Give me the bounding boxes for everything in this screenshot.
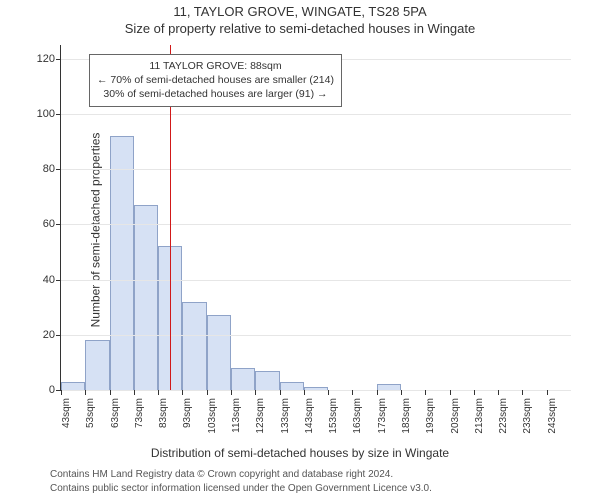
y-tick-label: 40 [43, 274, 55, 286]
histogram-bar [110, 136, 134, 390]
gridline [61, 169, 571, 170]
histogram-bar [85, 340, 109, 390]
footer-line-1: Contains HM Land Registry data © Crown c… [50, 469, 393, 480]
x-tick-mark [522, 390, 523, 395]
x-tick-label: 83sqm [158, 396, 169, 428]
annotation-box: 11 TAYLOR GROVE: 88sqm← 70% of semi-deta… [89, 54, 342, 107]
title-line-2: Size of property relative to semi-detach… [0, 21, 600, 36]
x-tick-mark [255, 390, 256, 395]
histogram-bar [231, 368, 255, 390]
x-tick-mark [207, 390, 208, 395]
plot-area: 02040608010012043sqm53sqm63sqm73sqm83sqm… [60, 45, 571, 391]
x-tick-mark [498, 390, 499, 395]
x-tick-label: 93sqm [182, 396, 193, 428]
x-tick-mark [352, 390, 353, 395]
y-tick-mark [56, 59, 61, 60]
x-tick-label: 163sqm [352, 396, 363, 434]
x-tick-label: 223sqm [498, 396, 509, 434]
gridline [61, 390, 571, 391]
x-tick-label: 73sqm [134, 396, 145, 428]
x-tick-label: 173sqm [377, 396, 388, 434]
x-tick-label: 233sqm [522, 396, 533, 434]
histogram-bar [134, 205, 158, 390]
x-tick-label: 103sqm [207, 396, 218, 434]
y-tick-label: 0 [49, 384, 55, 396]
x-tick-mark [182, 390, 183, 395]
x-tick-label: 243sqm [547, 396, 558, 434]
gridline [61, 224, 571, 225]
x-tick-label: 63sqm [110, 396, 121, 428]
x-tick-label: 213sqm [474, 396, 485, 434]
x-tick-label: 153sqm [328, 396, 339, 434]
y-tick-label: 80 [43, 163, 55, 175]
x-tick-mark [377, 390, 378, 395]
y-tick-label: 60 [43, 218, 55, 230]
x-tick-mark [158, 390, 159, 395]
y-tick-label: 120 [37, 53, 55, 65]
y-tick-mark [56, 114, 61, 115]
annotation-line: 11 TAYLOR GROVE: 88sqm [97, 59, 334, 73]
y-tick-label: 20 [43, 329, 55, 341]
x-tick-mark [85, 390, 86, 395]
histogram-bar [182, 302, 206, 390]
figure: 11, TAYLOR GROVE, WINGATE, TS28 5PA Size… [0, 0, 600, 500]
annotation-line: 30% of semi-detached houses are larger (… [97, 87, 334, 101]
x-tick-mark [328, 390, 329, 395]
histogram-bar [280, 382, 304, 390]
histogram-bar [207, 315, 231, 390]
x-tick-label: 133sqm [280, 396, 291, 434]
y-tick-mark [56, 224, 61, 225]
footer-line-2: Contains public sector information licen… [50, 483, 432, 494]
y-tick-mark [56, 335, 61, 336]
x-tick-mark [450, 390, 451, 395]
gridline [61, 335, 571, 336]
y-tick-mark [56, 169, 61, 170]
gridline [61, 114, 571, 115]
x-tick-mark [134, 390, 135, 395]
x-tick-label: 43sqm [61, 396, 72, 428]
histogram-bar [61, 382, 85, 390]
x-tick-mark [474, 390, 475, 395]
x-tick-label: 53sqm [85, 396, 96, 428]
gridline [61, 280, 571, 281]
histogram-bar [255, 371, 279, 390]
y-tick-label: 100 [37, 108, 55, 120]
x-tick-label: 193sqm [425, 396, 436, 434]
annotation-line: ← 70% of semi-detached houses are smalle… [97, 73, 334, 87]
x-tick-label: 113sqm [231, 396, 242, 433]
x-tick-mark [547, 390, 548, 395]
x-tick-label: 143sqm [304, 396, 315, 434]
x-tick-label: 123sqm [255, 396, 266, 434]
title-line-1: 11, TAYLOR GROVE, WINGATE, TS28 5PA [0, 4, 600, 19]
x-tick-label: 183sqm [401, 396, 412, 434]
x-axis-label: Distribution of semi-detached houses by … [0, 446, 600, 460]
y-tick-mark [56, 280, 61, 281]
x-tick-mark [231, 390, 232, 395]
x-tick-mark [280, 390, 281, 395]
x-tick-mark [61, 390, 62, 395]
x-tick-mark [425, 390, 426, 395]
x-tick-label: 203sqm [450, 396, 461, 434]
x-tick-mark [304, 390, 305, 395]
x-tick-mark [401, 390, 402, 395]
x-tick-mark [110, 390, 111, 395]
